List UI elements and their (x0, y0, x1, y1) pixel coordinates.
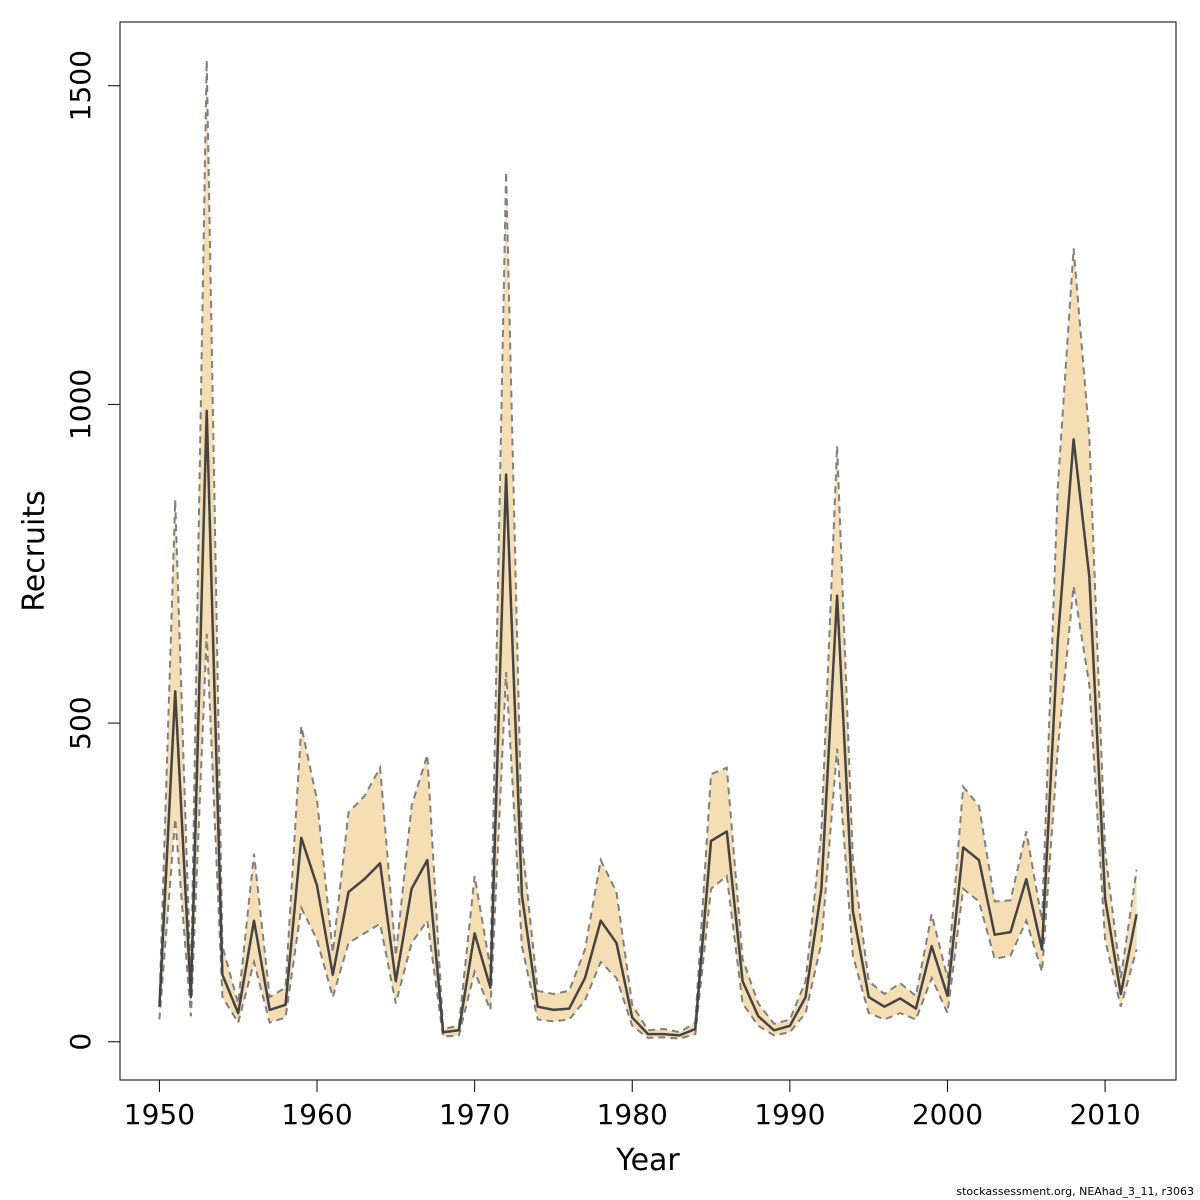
x-tick-label-2000: 2000 (912, 1098, 983, 1131)
x-tick-label-1990: 1990 (754, 1098, 825, 1131)
credit-footnote: stockassessment.org, NEAhad_3_11, r3063 (956, 1185, 1194, 1198)
band-upper-line (158, 60, 1138, 1034)
y-axis-label: Recruits (17, 490, 52, 612)
band-lower-line (158, 585, 1138, 1040)
x-tick-label-1950: 1950 (124, 1098, 195, 1131)
series-lines (158, 409, 1138, 1037)
y-tick-label-500: 500 (64, 696, 97, 749)
x-tick-label-1980: 1980 (597, 1098, 668, 1131)
series-line-0 (158, 409, 1138, 1037)
x-axis-label: Year (615, 1143, 680, 1178)
band-fill (159, 60, 1137, 1039)
x-tick-label-1970: 1970 (439, 1098, 510, 1131)
y-tick-label-0: 0 (64, 1033, 97, 1051)
y-tick-label-1500: 1500 (64, 50, 97, 121)
confidence-band (158, 60, 1138, 1040)
y-tick-label-1000: 1000 (64, 369, 97, 440)
x-tick-label-1960: 1960 (281, 1098, 352, 1131)
x-axis: 1950 1960 1970 1980 1990 2000 2010 (124, 1079, 1141, 1131)
x-tick-label-2010: 2010 (1069, 1098, 1140, 1131)
y-axis: 0 500 1000 1500 (64, 50, 121, 1051)
